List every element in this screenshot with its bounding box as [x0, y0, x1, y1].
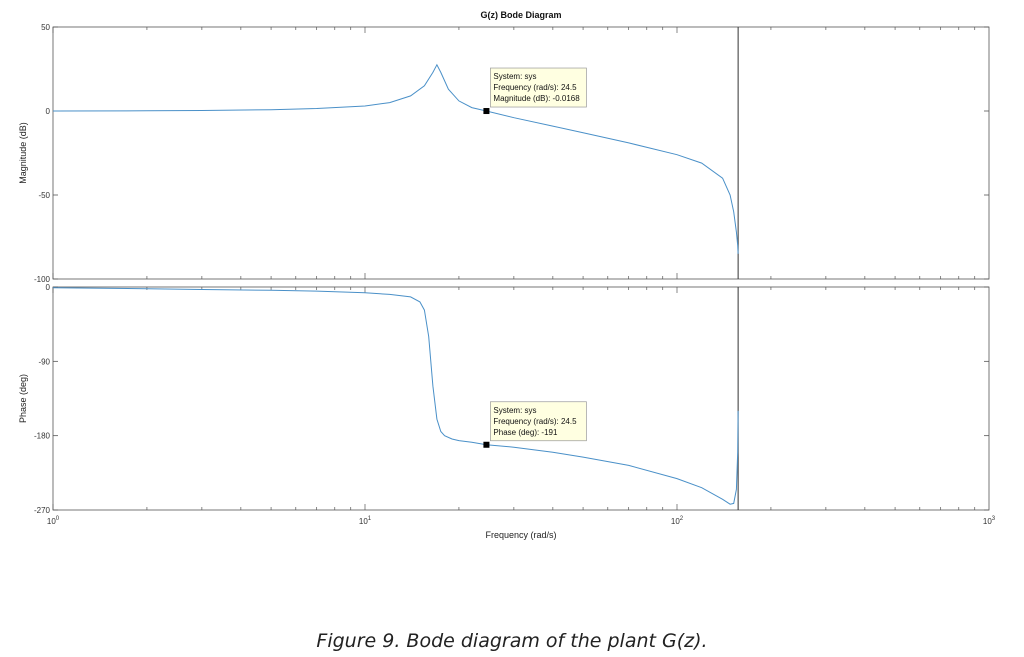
phase-y-axis-label: Phase (deg)	[18, 374, 28, 423]
x-axis-label: Frequency (rad/s)	[485, 530, 556, 540]
phase-datatip-marker	[483, 441, 490, 448]
x-tick-label: 100	[47, 516, 60, 526]
magnitude-panel: 50 0 -50 -100 Magnitude (dB) System: sys Frequ…	[18, 23, 990, 284]
magnitude-y-tick-label: 0	[46, 107, 51, 116]
phase-series-line	[52, 287, 739, 505]
x-tick-label: 103	[983, 516, 996, 526]
phase-y-tick-label: -180	[34, 432, 51, 441]
phase-y-tick-label: -90	[38, 357, 50, 366]
magnitude-y-tick-label: -100	[34, 275, 51, 284]
magnitude-datatip-line: System: sys	[493, 72, 536, 81]
magnitude-y-axis-label: Magnitude (dB)	[18, 122, 28, 184]
phase-panel: 0 -90 -180 -270 Phase (deg) System: sys Freque…	[18, 283, 990, 515]
magnitude-y-tick-label: 50	[41, 23, 50, 32]
x-tick-label: 101	[359, 516, 372, 526]
phase-datatip-line: Phase (deg): -191	[493, 428, 558, 437]
magnitude-datatip-marker	[483, 108, 490, 115]
magnitude-datatip-line: Frequency (rad/s): 24.5	[493, 83, 577, 92]
frequency-axis: 100 101 102 103	[47, 516, 996, 526]
chart-title: G(z) Bode Diagram	[480, 10, 561, 20]
phase-plot-frame	[52, 286, 990, 511]
magnitude-datatip-box	[490, 67, 587, 108]
magnitude-plot-frame	[52, 26, 990, 280]
figure-caption: Figure 9. Bode diagram of the plant G(z)…	[316, 630, 708, 652]
magnitude-datatip-line: Magnitude (dB): -0.0168	[493, 94, 580, 103]
phase-y-tick-label: 0	[46, 283, 51, 292]
bode-figure: G(z) Bode Diagram 50 0 -50 -100 Magnitude (d…	[18, 10, 996, 540]
phase-datatip-line: Frequency (rad/s): 24.5	[493, 417, 577, 426]
phase-datatip-box	[490, 401, 587, 442]
x-tick-label: 102	[671, 516, 684, 526]
phase-y-tick-label: -270	[34, 506, 51, 515]
magnitude-series-line	[52, 63, 739, 254]
magnitude-y-tick-label: -50	[38, 191, 50, 200]
phase-datatip-line: System: sys	[493, 406, 536, 415]
